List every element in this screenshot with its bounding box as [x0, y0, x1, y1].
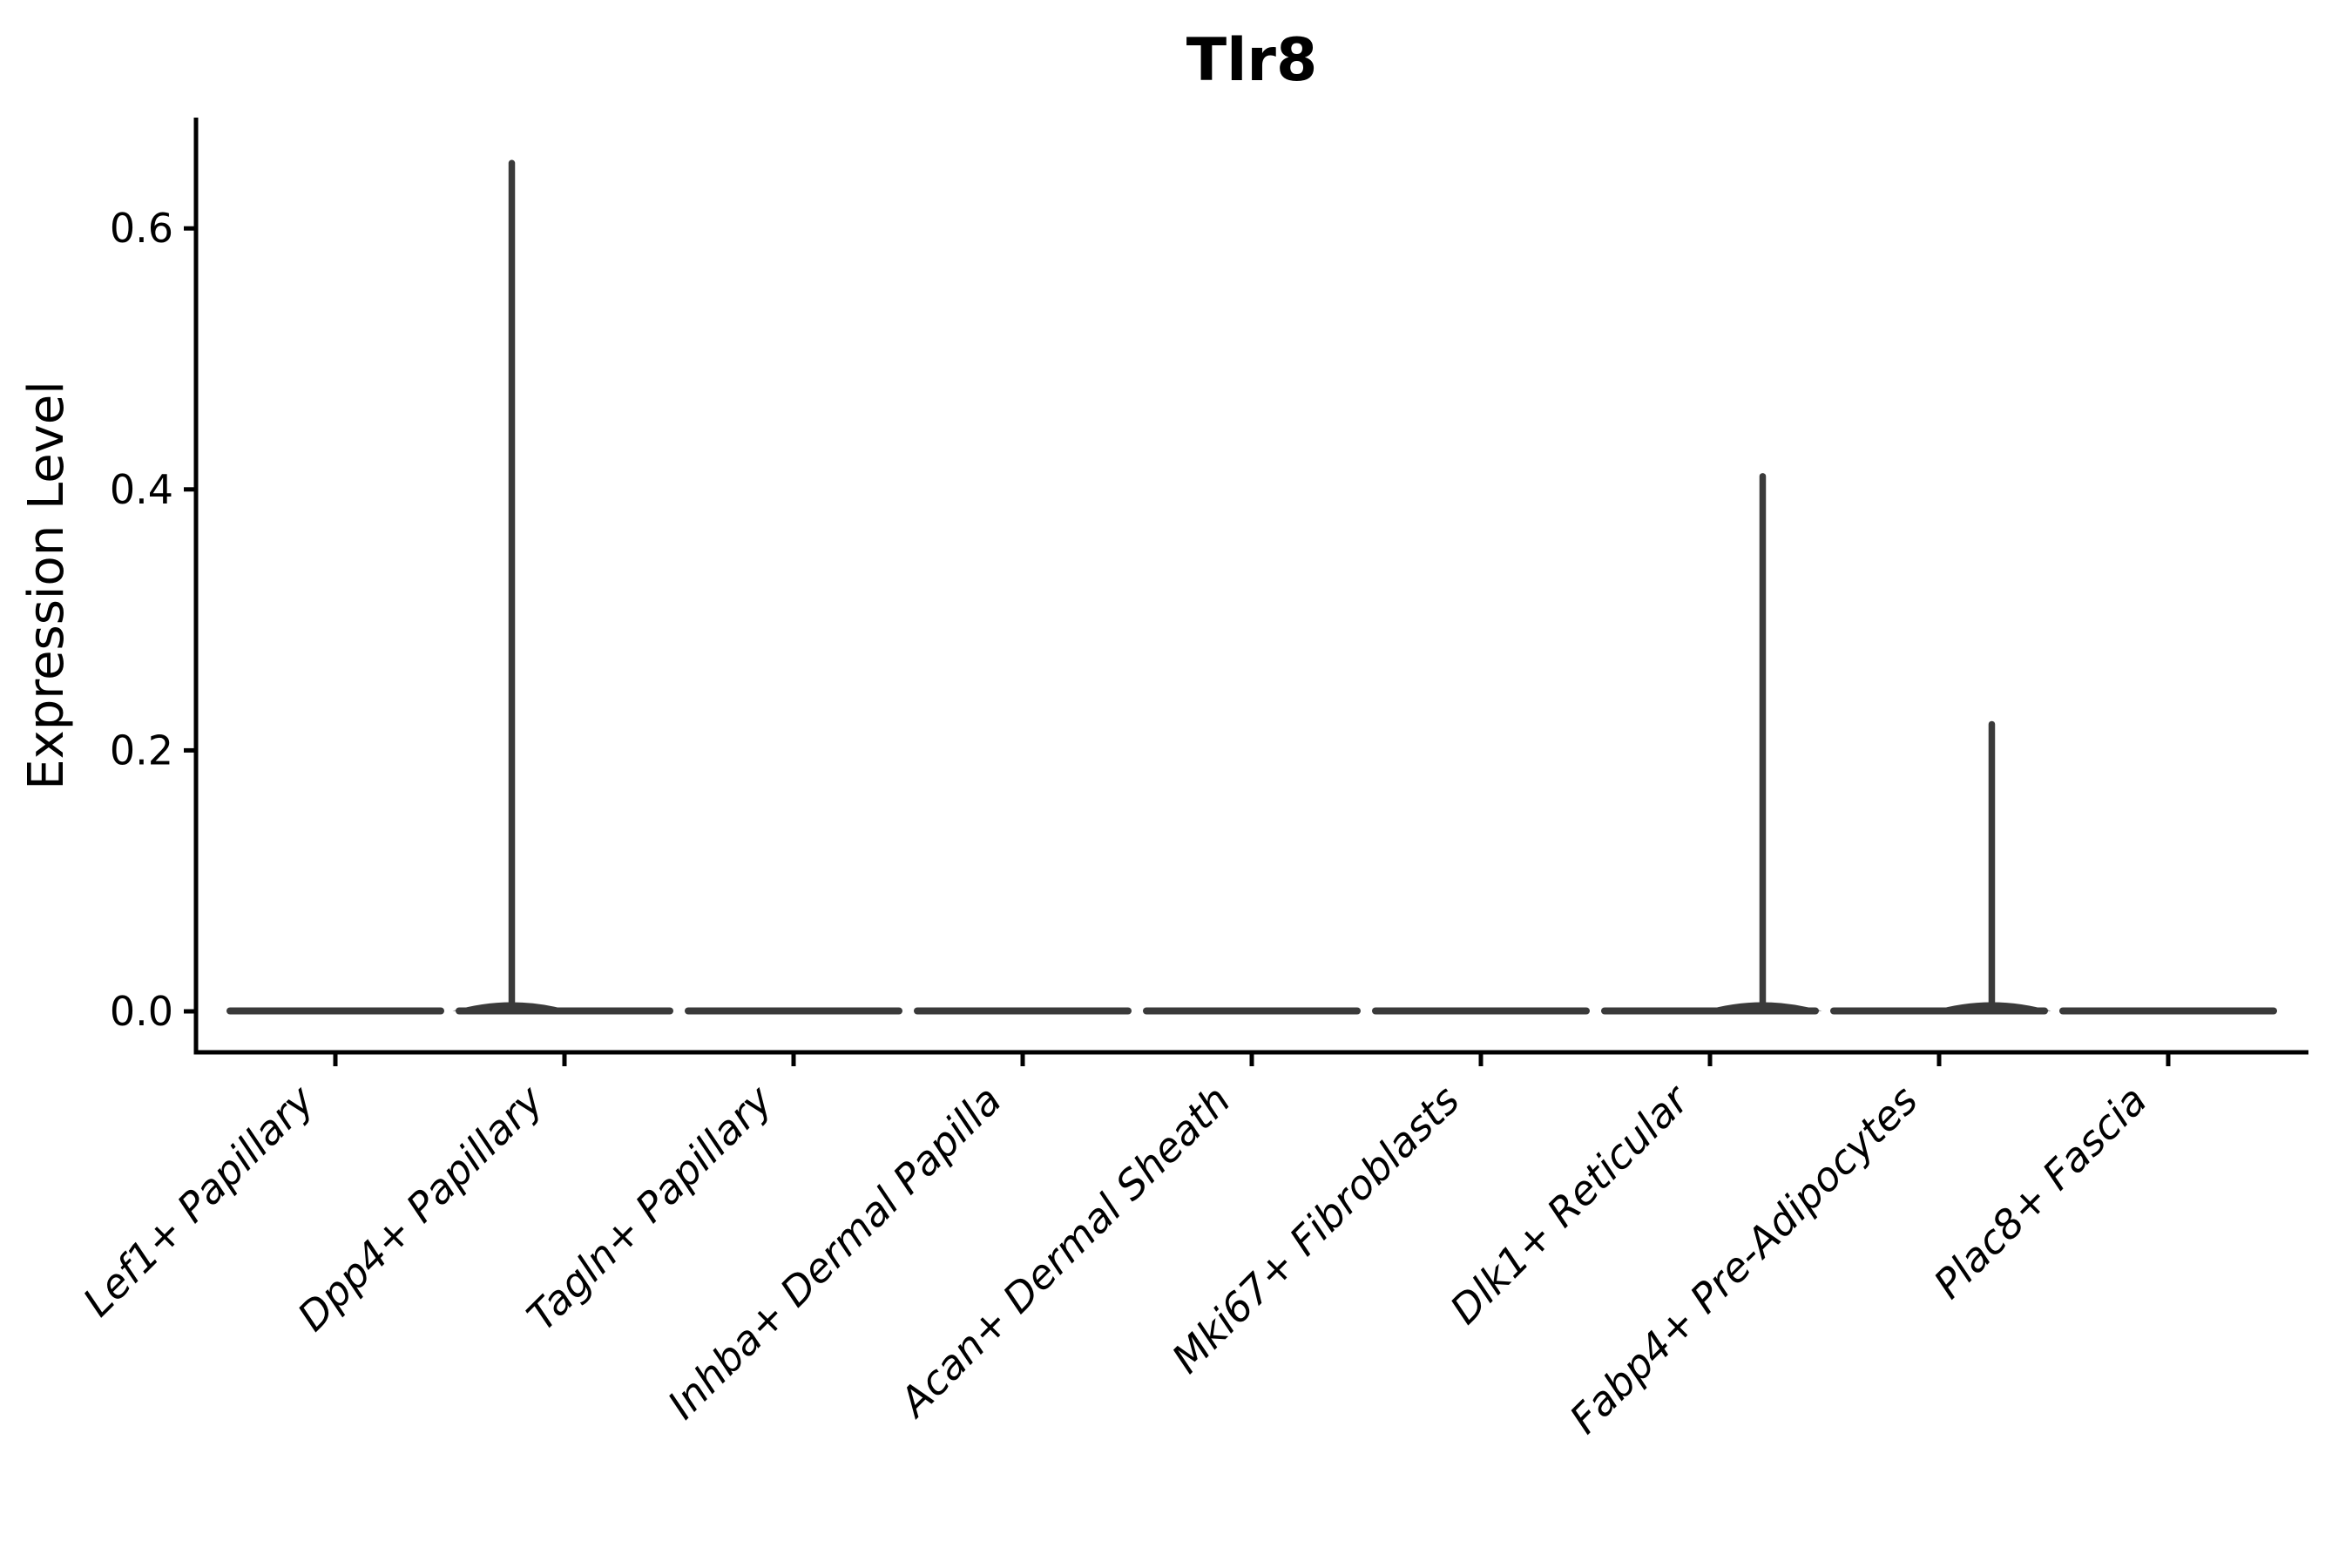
chart-title: Tlr8: [1186, 26, 1318, 95]
y-tick-label: 0.2: [110, 727, 173, 774]
violins: [226, 159, 2277, 1015]
x-tick-label: Plac8+ Fascia: [1924, 1077, 2155, 1308]
violin: [1830, 720, 2051, 1015]
x-tick-label: Dpp4+ Papillary: [288, 1076, 552, 1340]
y-tick-label: 0.4: [110, 466, 173, 513]
y-tick-label: 0.0: [110, 988, 173, 1035]
violin: [1601, 473, 1822, 1015]
x-tick-label: Lef1+ Papillary: [74, 1076, 323, 1325]
y-axis-ticks: 0.0 0.2 0.4 0.6: [110, 205, 196, 1035]
y-axis-label: Expression Level: [18, 381, 75, 790]
y-tick-label: 0.6: [110, 205, 173, 252]
x-tick-label: Tagln+ Papillary: [517, 1076, 781, 1340]
violin: [452, 159, 673, 1015]
x-tick-label: Dlk1+ Reticular: [1441, 1074, 1700, 1333]
